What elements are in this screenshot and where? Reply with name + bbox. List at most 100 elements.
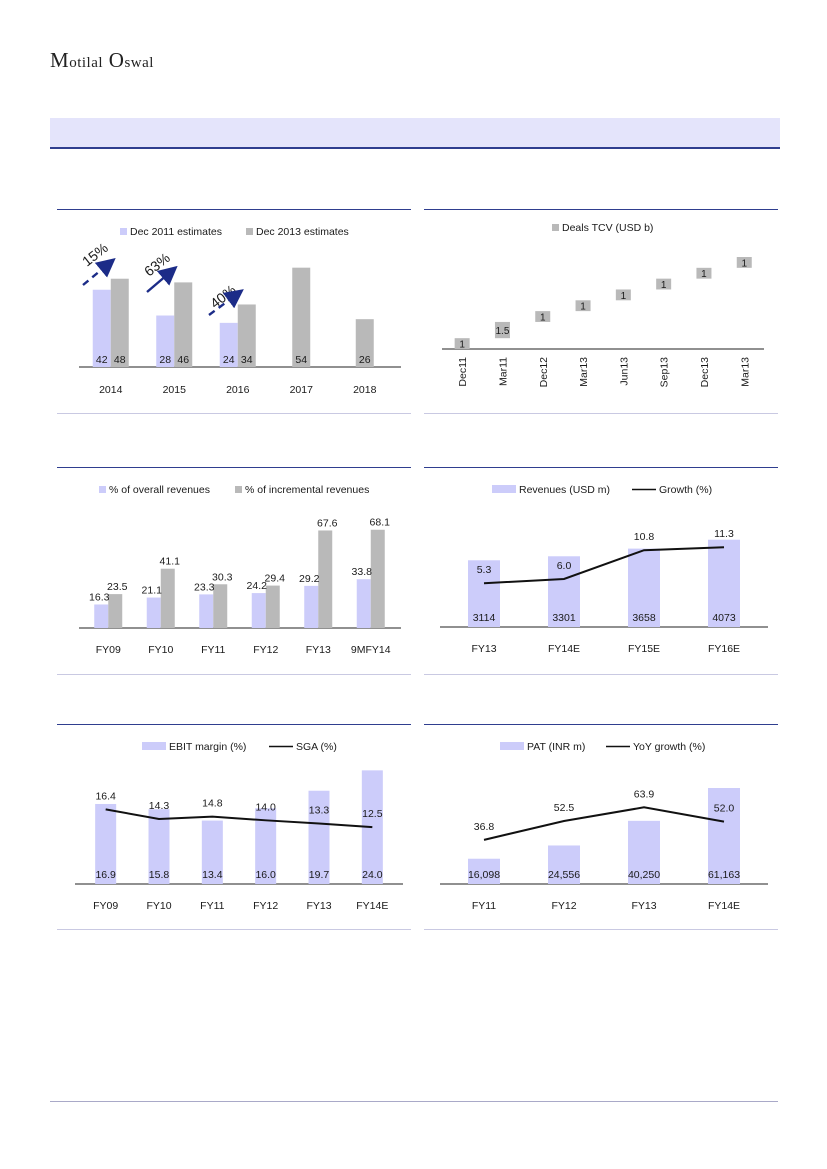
- legend-bars-text: Revenues (USD m): [519, 484, 610, 496]
- legend-deals-text: Deals TCV (USD b): [562, 222, 653, 234]
- label-incremental-FY11: 30.3: [212, 571, 233, 583]
- bar-label-FY10: 15.8: [149, 869, 170, 881]
- bar-FY13: [468, 560, 500, 627]
- growth-arrow-2: [146, 265, 178, 293]
- deal-bar-2: [535, 311, 551, 322]
- bar-FY12: [548, 845, 580, 884]
- deal-label-7: 1: [741, 258, 747, 269]
- bar-label-FY16E: 4073: [712, 612, 736, 624]
- brand-logo: Motilal Oswal: [50, 48, 154, 73]
- legend-bars-swatch: [142, 742, 166, 750]
- growth-line: [483, 806, 725, 841]
- legend-bars-text: EBIT margin (%): [169, 741, 246, 753]
- chart-estimates: Dec 2011 estimates Dec 2013 estimates 42 48…: [57, 209, 411, 414]
- deal-label-1: 1.5: [495, 326, 509, 337]
- label-dec2013-2014: 48: [114, 354, 126, 366]
- bar-overall-9MFY14: [356, 579, 371, 628]
- line-label-FY14E: 12.5: [362, 808, 383, 820]
- line-label-FY13: 13.3: [309, 804, 330, 816]
- bar-label-FY11: 13.4: [202, 869, 223, 881]
- brand-rest-2: swal: [124, 55, 154, 71]
- line-label-FY13: 63.9: [634, 788, 655, 800]
- x-tick-FY13: FY13: [306, 900, 331, 912]
- bar-FY13: [308, 790, 330, 884]
- bar-dec2013-2017: [292, 267, 311, 367]
- x-tick-FY14E: FY14E: [548, 643, 580, 655]
- growth-arrow-1: [82, 257, 116, 286]
- label-overall-9MFY14: 33.8: [352, 566, 373, 578]
- label-dec2011-2015: 28: [159, 354, 171, 366]
- x-tick-FY11: FY11: [472, 900, 496, 912]
- line-label-FY11: 14.8: [202, 798, 223, 810]
- growth-arrow-3: [208, 289, 244, 316]
- bar-overall-FY13: [304, 585, 319, 628]
- bar-overall-FY11: [199, 594, 214, 628]
- brand-rest-1: otilal: [69, 55, 104, 71]
- line-label-FY12: 52.5: [554, 802, 575, 814]
- x-tick-9MFY14: 9MFY14: [351, 644, 391, 656]
- x-tick-FY12: FY12: [253, 644, 278, 656]
- legend-deals-swatch: [552, 224, 559, 231]
- bar-FY14E: [708, 788, 740, 884]
- chart-pat-svg: PAT (INR m) YoY growth (%) 16,098 FY11 36.8 2…: [440, 741, 768, 912]
- label-overall-FY11: 23.3: [194, 581, 215, 593]
- x-tick-2018: 2018: [353, 384, 377, 396]
- deal-label-4: 1: [621, 291, 627, 302]
- bar-incremental-FY12: [265, 585, 280, 628]
- label-incremental-FY12: 29.4: [265, 573, 286, 585]
- x-tick-2015: 2015: [163, 384, 187, 396]
- bar-incremental-9MFY14: [370, 529, 385, 628]
- bar-dec2013-2015: [174, 282, 193, 367]
- legend-overall-swatch: [99, 486, 106, 493]
- label-overall-FY09: 16.3: [89, 591, 110, 603]
- bar-label-FY13: 3114: [473, 612, 496, 624]
- bar-incremental-FY09: [108, 594, 123, 628]
- bar-overall-FY09: [94, 604, 109, 628]
- bar-FY10: [148, 809, 170, 884]
- line-label-FY12: 14.0: [255, 801, 276, 813]
- x-tick-2: Dec12: [538, 357, 550, 388]
- label-overall-FY13: 29.2: [299, 573, 320, 585]
- bar-label-FY11: 16,098: [468, 869, 500, 881]
- label-incremental-FY10: 41.1: [160, 556, 181, 568]
- label-overall-FY10: 21.1: [142, 585, 163, 597]
- x-tick-2017: 2017: [290, 384, 314, 396]
- bar-FY13: [628, 820, 660, 884]
- x-tick-7: Mar13: [739, 357, 751, 387]
- deal-bar-7: [736, 257, 752, 268]
- line-label-FY16E: 11.3: [714, 528, 734, 540]
- x-tick-1: Mar11: [497, 357, 509, 386]
- legend-bars-swatch: [500, 742, 524, 750]
- x-tick-2014: 2014: [99, 384, 123, 396]
- x-tick-FY14E: FY14E: [356, 900, 388, 912]
- label-dec2013-2015: 46: [177, 354, 189, 366]
- label-incremental-FY09: 23.5: [107, 581, 128, 593]
- chart-margin: EBIT margin (%) SGA (%) 16.9 FY09 16.4 15.8 FY…: [57, 724, 411, 930]
- x-tick-FY11: FY11: [200, 900, 224, 912]
- x-tick-FY09: FY09: [93, 900, 118, 912]
- legend-line-text: Growth (%): [659, 484, 712, 496]
- label-dec2013-2016: 34: [241, 354, 253, 366]
- deal-bar-3: [575, 300, 591, 312]
- brand-initial-1: M: [50, 48, 70, 72]
- deal-label-6: 1: [701, 269, 707, 280]
- x-tick-FY12: FY12: [253, 900, 278, 912]
- chart-deals: Deals TCV (USD b) 1 Dec11 1.5 Mar11 1 Dec12 1 Ma…: [424, 209, 778, 414]
- bar-FY11: [468, 858, 500, 884]
- bar-label-FY12: 24,556: [548, 869, 580, 881]
- chart-revenue: Revenues (USD m) Growth (%) 3114 FY13 5.3 330…: [424, 467, 778, 675]
- label-overall-FY12: 24.2: [247, 580, 268, 592]
- label-dec2013-2017: 54: [295, 354, 307, 366]
- legend-line-text: YoY growth (%): [633, 741, 705, 753]
- x-tick-FY13: FY13: [631, 900, 656, 912]
- deal-label-5: 1: [661, 280, 667, 291]
- section-header-band: [50, 118, 780, 149]
- growth-annotation-3: 40%: [207, 281, 239, 311]
- legend-incremental-text: % of incremental revenues: [245, 484, 369, 496]
- x-tick-FY11: FY11: [201, 644, 225, 656]
- legend-dec2013-text: Dec 2013 estimates: [256, 226, 349, 238]
- bar-label-FY09: 16.9: [95, 869, 116, 881]
- bar-overall-FY10: [146, 597, 161, 628]
- legend-bars-swatch: [492, 485, 516, 493]
- x-tick-FY13: FY13: [471, 643, 496, 655]
